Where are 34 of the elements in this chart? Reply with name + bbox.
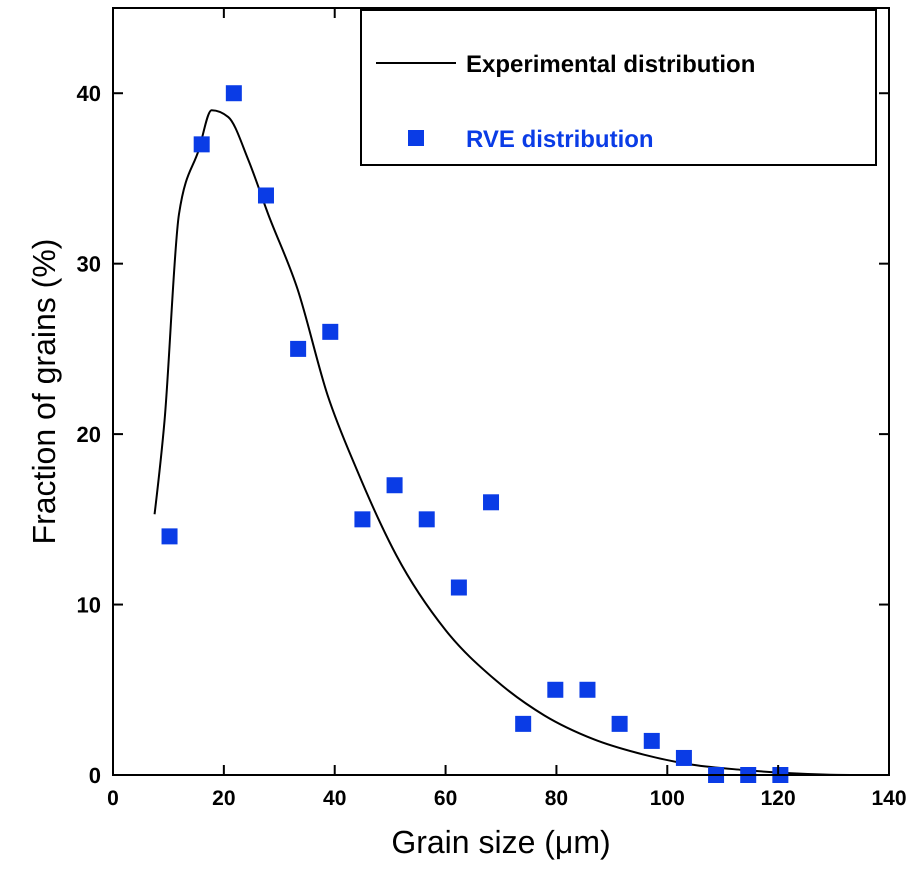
x-tick-label: 40 [323, 787, 346, 810]
point [483, 494, 500, 510]
point [386, 477, 403, 494]
point [354, 511, 370, 528]
y-tick-label: 0 [88, 763, 101, 788]
point [644, 732, 660, 749]
x-tick-label: 80 [544, 787, 568, 810]
x-tick-label: 120 [760, 787, 796, 810]
point [612, 716, 628, 732]
y-tick-label: 10 [76, 592, 101, 618]
point [547, 682, 564, 698]
point [290, 340, 306, 357]
point [322, 324, 338, 340]
point [258, 187, 274, 204]
y-tick-label: 40 [76, 81, 101, 106]
x-axis-title: Grain size (μm) [391, 824, 611, 860]
point [194, 136, 210, 152]
x-tick-label: 140 [871, 787, 907, 810]
point [450, 580, 467, 596]
x-tick-label: 100 [650, 787, 685, 810]
legend-label: Experimental distribution [466, 51, 756, 78]
y-axis-title: Fraction of grains (%) [26, 238, 62, 544]
x-tick-label: 0 [107, 787, 119, 810]
y-tick-label: 20 [76, 422, 101, 448]
point [418, 511, 435, 528]
point [162, 528, 178, 544]
point [226, 85, 242, 102]
point [676, 750, 692, 766]
x-tick-label: 60 [434, 787, 458, 810]
x-tick-label: 20 [212, 787, 236, 810]
legend-label: RVE distribution [466, 126, 654, 153]
y-tick-label: 30 [76, 252, 101, 277]
point [579, 682, 596, 698]
point [515, 716, 532, 732]
